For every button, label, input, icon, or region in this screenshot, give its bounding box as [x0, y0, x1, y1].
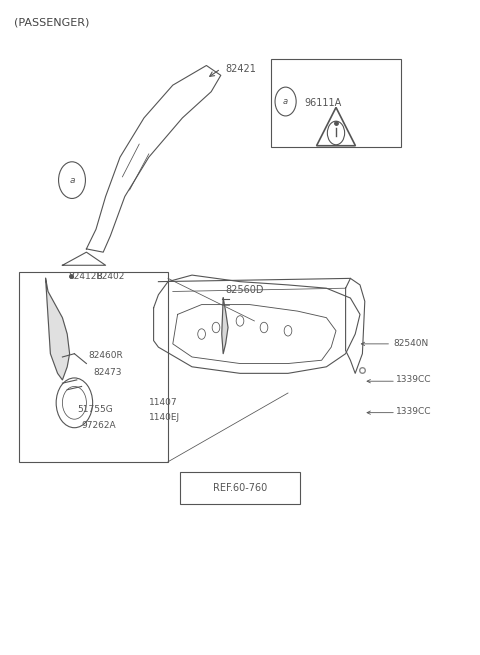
Text: 82460R: 82460R [89, 350, 123, 360]
Text: 1339CC: 1339CC [396, 375, 432, 384]
Text: 1339CC: 1339CC [396, 407, 432, 416]
Polygon shape [222, 298, 228, 354]
Text: a: a [283, 97, 288, 106]
Text: 82540N: 82540N [394, 339, 429, 348]
Text: 96111A: 96111A [305, 98, 342, 109]
FancyBboxPatch shape [180, 472, 300, 504]
Text: 97262A: 97262A [82, 421, 116, 430]
Text: a: a [69, 176, 75, 185]
Text: 82402: 82402 [96, 272, 124, 281]
Text: REF.60-760: REF.60-760 [213, 483, 267, 493]
Text: 82412B: 82412B [69, 272, 103, 281]
Text: 82560D: 82560D [226, 284, 264, 295]
Text: 1140EJ: 1140EJ [149, 413, 180, 422]
FancyBboxPatch shape [19, 272, 168, 462]
Polygon shape [46, 278, 70, 380]
Text: 11407: 11407 [149, 398, 178, 407]
Text: 82421: 82421 [226, 64, 256, 74]
Text: (PASSENGER): (PASSENGER) [14, 18, 90, 28]
FancyBboxPatch shape [271, 59, 401, 147]
Text: 82473: 82473 [94, 367, 122, 377]
Text: 51755G: 51755G [77, 405, 112, 414]
